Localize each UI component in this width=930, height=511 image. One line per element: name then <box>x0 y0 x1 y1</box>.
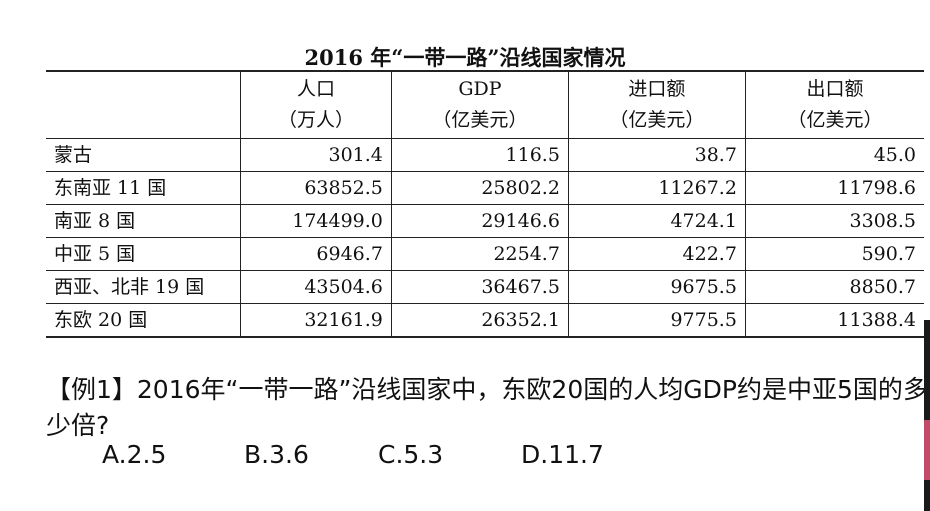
header-unit: （亿美元） <box>432 109 528 131</box>
option-d: D.11.7 <box>521 440 604 469</box>
exports-cell: 8850.7 <box>744 270 924 304</box>
option-a: A.2.5 <box>102 440 167 469</box>
table-header-row: 人口 （万人） GDP （亿美元） 进口额 （亿美元） 出口额 （亿美元） <box>46 71 924 139</box>
scrollbar-thumb[interactable] <box>924 420 930 480</box>
population-cell: 43504.6 <box>240 270 392 304</box>
exports-cell: 45.0 <box>744 138 924 172</box>
table-row: 南亚 8 国 174499.0 29146.6 4724.1 3308.5 <box>46 204 924 238</box>
header-cell-imports: 进口额 （亿美元） <box>567 71 746 139</box>
table-row: 蒙古 301.4 116.5 38.7 45.0 <box>46 138 924 172</box>
imports-cell: 11267.2 <box>567 171 746 205</box>
region-cell: 西亚、北非 19 国 <box>54 275 205 298</box>
population-cell: 174499.0 <box>240 204 392 238</box>
region-cell: 东欧 20 国 <box>54 308 148 331</box>
imports-cell: 4724.1 <box>567 204 746 238</box>
header-label: GDP <box>458 78 502 100</box>
header-label: 出口额 <box>806 78 864 100</box>
header-unit: （万人） <box>278 109 355 131</box>
table-title: 2016 年“一带一路”沿线国家情况 <box>304 45 626 70</box>
imports-cell: 9775.5 <box>567 303 746 337</box>
gdp-cell: 36467.5 <box>390 270 569 304</box>
population-cell: 63852.5 <box>240 171 392 205</box>
imports-cell: 9675.5 <box>567 270 746 304</box>
header-unit: （亿美元） <box>787 109 883 131</box>
header-cell-exports: 出口额 （亿美元） <box>744 71 924 139</box>
gdp-cell: 116.5 <box>390 138 569 172</box>
header-label: 人口 <box>297 78 336 100</box>
answer-options: A.2.5 B.3.6 C.5.3 D.11.7 <box>0 440 930 476</box>
gdp-cell: 25802.2 <box>390 171 569 205</box>
table-row: 西亚、北非 19 国 43504.6 36467.5 9675.5 8850.7 <box>46 270 924 304</box>
option-b: B.3.6 <box>244 440 309 469</box>
region-cell: 东南亚 11 国 <box>54 176 167 199</box>
table-row: 东南亚 11 国 63852.5 25802.2 11267.2 11798.6 <box>46 171 924 205</box>
imports-cell: 38.7 <box>567 138 746 172</box>
gdp-cell: 2254.7 <box>390 237 569 271</box>
region-cell: 中亚 5 国 <box>54 242 136 265</box>
header-cell-region <box>46 71 241 139</box>
gdp-cell: 26352.1 <box>390 303 569 337</box>
exports-cell: 11388.4 <box>744 303 924 337</box>
table-row: 中亚 5 国 6946.7 2254.7 422.7 590.7 <box>46 237 924 271</box>
population-cell: 6946.7 <box>240 237 392 271</box>
gdp-cell: 29146.6 <box>390 204 569 238</box>
header-cell-population: 人口 （万人） <box>240 71 392 139</box>
data-table: 人口 （万人） GDP （亿美元） 进口额 （亿美元） 出口额 （亿美元） 蒙古… <box>46 70 924 338</box>
question-text: 【例1】2016年“一带一路”沿线国家中，东欧20国的人均GDP约是中亚5国的多… <box>46 375 928 440</box>
header-label: 进口额 <box>628 78 686 100</box>
exports-cell: 11798.6 <box>744 171 924 205</box>
exports-cell: 590.7 <box>744 237 924 271</box>
option-c: C.5.3 <box>378 440 444 469</box>
region-cell: 蒙古 <box>54 143 93 166</box>
population-cell: 301.4 <box>240 138 392 172</box>
population-cell: 32161.9 <box>240 303 392 337</box>
header-cell-gdp: GDP （亿美元） <box>390 71 569 139</box>
imports-cell: 422.7 <box>567 237 746 271</box>
scrollbar-track[interactable] <box>924 320 930 511</box>
region-cell: 南亚 8 国 <box>54 209 136 232</box>
exports-cell: 3308.5 <box>744 204 924 238</box>
table-row: 东欧 20 国 32161.9 26352.1 9775.5 11388.4 <box>46 303 924 337</box>
header-unit: （亿美元） <box>609 109 705 131</box>
